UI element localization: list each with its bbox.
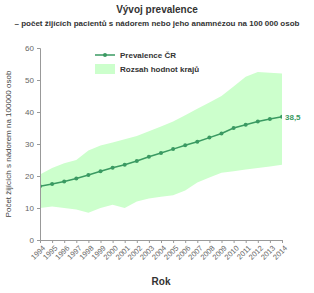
y-axis-title: Počet žijících s nádorem na 100000 osob [4,70,13,217]
marker [268,117,272,121]
marker [280,115,282,119]
marker [74,177,78,181]
y-tick-mark [37,208,40,209]
x-tick-label: 2014 [271,244,289,262]
marker [207,136,211,140]
y-axis-line [37,49,41,241]
legend-label: Rozsah hodnot krajů [120,65,199,74]
line [40,117,282,186]
x-tick-mark [113,240,114,243]
x-tick-mark [222,240,223,243]
y-tick: 20 [25,172,40,181]
y-tick-mark [37,112,40,113]
x-tick-mark [270,240,271,243]
x-axis-title: Rok [152,276,171,287]
marker [220,131,224,135]
y-tick-label: 0 [30,236,35,245]
plot-area [40,72,282,213]
marker [99,169,103,173]
legend-swatch [95,64,115,74]
marker [232,126,236,130]
marker [159,151,163,155]
x-tick-mark [101,240,102,243]
y-tick-mark [37,176,40,177]
x-tick-mark [64,240,65,243]
x-tick-mark [246,240,247,243]
chart: Vývoj prevalence – počet žijících pacient… [0,0,314,293]
marker [123,163,127,167]
x-tick-mark [137,240,138,243]
x-tick-mark [52,240,53,243]
y-tick-mark [37,80,40,81]
y-axis: 0 10 20 30 40 50 60 [25,44,40,245]
y-tick-label: 50 [25,76,34,85]
x-tick: 2014 [271,240,289,262]
legend: Prevalence ČR Rozsah hodnot krajů [95,51,199,74]
legend-item: Prevalence ČR [95,51,176,60]
x-tick-mark [40,240,41,243]
x-tick-mark [258,240,259,243]
y-tick: 10 [25,204,40,213]
y-tick-label: 10 [25,204,34,213]
y-tick-mark [37,48,40,49]
marker [50,182,54,186]
x-tick-mark [149,240,150,243]
range-area [40,72,282,213]
marker [195,140,199,144]
x-axis: 1994199519961997199819992000200120022003… [29,240,289,262]
marker [62,179,66,183]
title: Vývoj prevalence [116,4,198,15]
marker [111,166,115,170]
marker [244,123,248,127]
y-tick: 60 [25,44,40,53]
legend-marker [103,53,107,57]
y-tick-mark [37,144,40,145]
y-tick-mark [37,240,40,241]
marker [183,143,187,147]
y-tick: 30 [25,140,40,149]
marker [256,120,260,124]
data-label: 38,5 [285,113,301,122]
subtitle: – počet žijících pacientů s nádorem nebo… [15,19,300,28]
marker [171,147,175,151]
x-tick-mark [125,240,126,243]
x-tick-mark [161,240,162,243]
x-tick-mark [173,240,174,243]
y-tick-label: 40 [25,108,34,117]
marker [135,159,139,163]
x-tick-mark [88,240,89,243]
x-tick-mark [76,240,77,243]
x-tick-mark [282,240,283,243]
y-tick-label: 20 [25,172,34,181]
legend-label: Prevalence ČR [120,51,176,60]
y-tick-label: 60 [25,44,34,53]
legend-item: Rozsah hodnot krajů [95,64,199,74]
x-tick-mark [209,240,210,243]
marker [86,173,90,177]
x-tick-mark [185,240,186,243]
y-tick: 40 [25,108,40,117]
x-tick-mark [197,240,198,243]
y-tick-label: 30 [25,140,34,149]
y-tick: 50 [25,76,40,85]
x-axis-line [41,241,283,244]
marker [147,155,151,159]
y-tick: 0 [30,236,40,245]
x-tick-mark [234,240,235,243]
